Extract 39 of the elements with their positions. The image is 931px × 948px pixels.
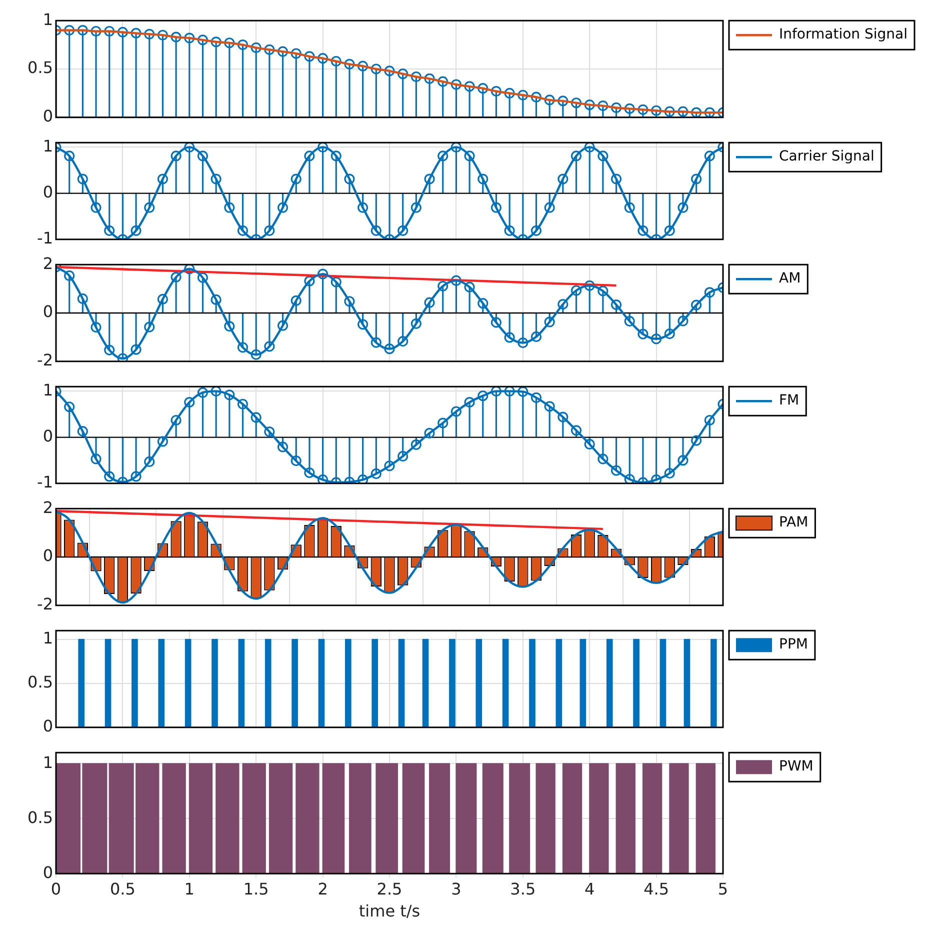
y-tick-label: 2 bbox=[42, 498, 53, 517]
x-axis-title: time t/s bbox=[358, 902, 420, 921]
y-tick-label: 0 bbox=[42, 546, 53, 566]
y-tick-label: 0.5 bbox=[28, 672, 53, 692]
y-tick-label: 0.5 bbox=[28, 58, 53, 78]
x-tick-label: 3 bbox=[451, 879, 462, 898]
legend-label: PAM bbox=[779, 514, 808, 531]
y-tick-label: 1 bbox=[42, 628, 53, 648]
x-tick-label: 0.5 bbox=[110, 879, 136, 898]
x-tick-label: 4 bbox=[584, 879, 595, 898]
legend-label: FM bbox=[779, 392, 800, 409]
y-tick-label: 1 bbox=[42, 752, 53, 772]
y-tick-label: 0 bbox=[42, 106, 53, 126]
y-tick-label: -1 bbox=[37, 228, 53, 248]
x-tick-label: 5 bbox=[718, 879, 728, 898]
y-tick-label: 0 bbox=[42, 862, 53, 882]
x-tick-label: 2 bbox=[318, 879, 328, 898]
y-tick-label: -2 bbox=[37, 594, 53, 614]
x-tick-label: 3.5 bbox=[510, 879, 536, 898]
y-tick-label: 0 bbox=[42, 716, 53, 736]
legend-label: Information Signal bbox=[779, 26, 908, 43]
x-tick-label: 1.5 bbox=[243, 879, 269, 898]
legend-label: PPM bbox=[779, 636, 808, 653]
y-tick-label: -1 bbox=[37, 472, 53, 492]
y-tick-label: 1 bbox=[42, 380, 53, 400]
y-tick-label: 0 bbox=[42, 426, 53, 446]
y-tick-label: 2 bbox=[42, 254, 53, 273]
y-tick-label: 0.5 bbox=[28, 808, 53, 827]
legend-label: AM bbox=[779, 270, 801, 287]
x-tick-label: 1 bbox=[184, 879, 194, 898]
x-tick-label: 4.5 bbox=[644, 879, 670, 898]
y-tick-label: 0 bbox=[42, 182, 53, 202]
y-tick-label: 0 bbox=[42, 302, 53, 322]
legend-label: Carrier Signal bbox=[779, 148, 874, 165]
y-tick-label: 1 bbox=[42, 136, 53, 156]
x-tick-label: 2.5 bbox=[376, 879, 402, 898]
y-tick-label: -2 bbox=[37, 350, 53, 370]
y-tick-label: 1 bbox=[42, 10, 53, 29]
legend-label: PWM bbox=[779, 758, 814, 775]
